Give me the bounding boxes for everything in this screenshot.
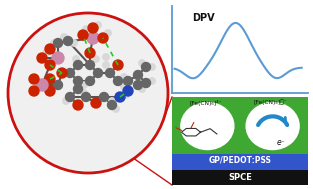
Circle shape (78, 30, 88, 40)
Circle shape (85, 77, 95, 85)
Circle shape (123, 92, 129, 98)
Circle shape (105, 68, 115, 77)
Circle shape (74, 60, 83, 70)
Circle shape (29, 86, 39, 96)
Circle shape (45, 86, 55, 96)
Circle shape (54, 81, 63, 90)
Text: e⁻: e⁻ (276, 138, 285, 147)
Circle shape (94, 68, 102, 77)
Circle shape (103, 62, 109, 68)
Circle shape (93, 56, 99, 62)
Circle shape (139, 86, 145, 92)
Circle shape (87, 32, 99, 44)
Circle shape (103, 54, 109, 60)
Circle shape (124, 77, 132, 85)
Circle shape (57, 68, 67, 78)
Circle shape (74, 77, 83, 85)
Bar (172, 97, 308, 154)
Circle shape (91, 98, 101, 108)
Circle shape (113, 106, 119, 112)
Bar (172, 154, 308, 170)
Circle shape (8, 13, 168, 173)
Circle shape (73, 56, 79, 62)
Text: SPCE: SPCE (228, 173, 252, 182)
Circle shape (123, 86, 133, 96)
Circle shape (64, 36, 73, 46)
Circle shape (121, 74, 127, 80)
Circle shape (81, 92, 90, 101)
Text: GP/PEDOT:PSS: GP/PEDOT:PSS (208, 156, 271, 165)
Text: DPV: DPV (192, 13, 215, 23)
Circle shape (85, 60, 95, 70)
Circle shape (98, 33, 108, 43)
Circle shape (105, 30, 111, 36)
Ellipse shape (180, 102, 234, 150)
Text: [Fe(CN)₆]⁳⁻: [Fe(CN)₆]⁳⁻ (253, 100, 287, 105)
Circle shape (29, 74, 39, 84)
Circle shape (45, 60, 55, 70)
Circle shape (71, 40, 77, 46)
Circle shape (109, 98, 115, 104)
Circle shape (73, 100, 83, 110)
Circle shape (36, 79, 48, 91)
Circle shape (114, 77, 122, 85)
Text: [Fe(CN)₆]⁴⁻: [Fe(CN)₆]⁴⁻ (190, 100, 222, 106)
Circle shape (65, 68, 74, 77)
Circle shape (85, 48, 95, 58)
Circle shape (81, 90, 87, 96)
Circle shape (141, 78, 151, 88)
Circle shape (45, 44, 55, 54)
Circle shape (37, 53, 47, 63)
Circle shape (134, 81, 142, 90)
Circle shape (149, 64, 155, 70)
Circle shape (139, 60, 145, 66)
Circle shape (63, 98, 69, 104)
Circle shape (100, 92, 109, 101)
Circle shape (54, 39, 63, 47)
Circle shape (83, 26, 89, 32)
Circle shape (121, 84, 127, 90)
Circle shape (51, 40, 57, 46)
Circle shape (107, 101, 116, 109)
Circle shape (81, 82, 87, 88)
Circle shape (61, 34, 67, 40)
Circle shape (134, 70, 142, 80)
Circle shape (45, 74, 55, 84)
Bar (172, 170, 308, 185)
Circle shape (52, 52, 64, 64)
Circle shape (88, 23, 98, 33)
Ellipse shape (245, 102, 300, 150)
Circle shape (115, 92, 125, 102)
Circle shape (65, 92, 74, 101)
Circle shape (149, 78, 155, 84)
Circle shape (95, 22, 101, 28)
Circle shape (43, 50, 49, 56)
Circle shape (141, 63, 151, 71)
Circle shape (113, 60, 123, 70)
Circle shape (74, 84, 83, 94)
